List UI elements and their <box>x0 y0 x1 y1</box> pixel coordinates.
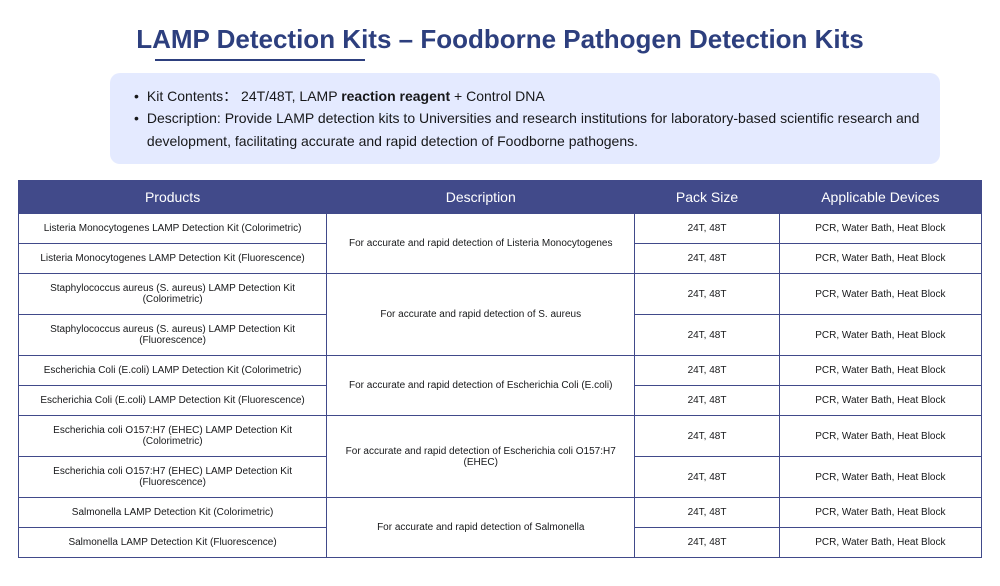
info-label: Kit Contents： <box>147 88 237 104</box>
cell-product: Escherichia coli O157:H7 (EHEC) LAMP Det… <box>19 416 327 457</box>
table-row: Staphylococcus aureus (S. aureus) LAMP D… <box>19 274 982 315</box>
table-header-row: Products Description Pack Size Applicabl… <box>19 181 982 214</box>
cell-pack-size: 24T, 48T <box>635 356 779 386</box>
cell-devices: PCR, Water Bath, Heat Block <box>779 315 981 356</box>
header-devices: Applicable Devices <box>779 181 981 214</box>
info-bold: reaction reagent <box>341 88 450 104</box>
cell-devices: PCR, Water Bath, Heat Block <box>779 356 981 386</box>
cell-pack-size: 24T, 48T <box>635 274 779 315</box>
table-row: Listeria Monocytogenes LAMP Detection Ki… <box>19 214 982 244</box>
info-label: Description: <box>147 110 221 126</box>
table-row: Escherichia Coli (E.coli) LAMP Detection… <box>19 356 982 386</box>
header-pack-size: Pack Size <box>635 181 779 214</box>
cell-product: Escherichia Coli (E.coli) LAMP Detection… <box>19 356 327 386</box>
products-table: Products Description Pack Size Applicabl… <box>18 180 982 558</box>
cell-pack-size: 24T, 48T <box>635 498 779 528</box>
cell-pack-size: 24T, 48T <box>635 528 779 558</box>
cell-devices: PCR, Water Bath, Heat Block <box>779 457 981 498</box>
cell-pack-size: 24T, 48T <box>635 386 779 416</box>
cell-pack-size: 24T, 48T <box>635 244 779 274</box>
info-line-1: • Kit Contents： 24T/48T, LAMP reaction r… <box>130 85 920 107</box>
cell-description: For accurate and rapid detection of Salm… <box>327 498 635 558</box>
table-row: Salmonella LAMP Detection Kit (Colorimet… <box>19 498 982 528</box>
info-text: + Control DNA <box>450 88 545 104</box>
cell-description: For accurate and rapid detection of S. a… <box>327 274 635 356</box>
cell-pack-size: 24T, 48T <box>635 457 779 498</box>
cell-product: Listeria Monocytogenes LAMP Detection Ki… <box>19 214 327 244</box>
cell-product: Salmonella LAMP Detection Kit (Fluoresce… <box>19 528 327 558</box>
cell-pack-size: 24T, 48T <box>635 315 779 356</box>
cell-product: Staphylococcus aureus (S. aureus) LAMP D… <box>19 274 327 315</box>
cell-pack-size: 24T, 48T <box>635 416 779 457</box>
cell-devices: PCR, Water Bath, Heat Block <box>779 498 981 528</box>
cell-devices: PCR, Water Bath, Heat Block <box>779 274 981 315</box>
info-text: Provide LAMP detection kits to Universit… <box>147 110 919 148</box>
info-text: 24T/48T, LAMP <box>237 88 341 104</box>
info-line-2: • Description: Provide LAMP detection ki… <box>130 107 920 152</box>
cell-devices: PCR, Water Bath, Heat Block <box>779 386 981 416</box>
cell-description: For accurate and rapid detection of List… <box>327 214 635 274</box>
cell-pack-size: 24T, 48T <box>635 214 779 244</box>
cell-devices: PCR, Water Bath, Heat Block <box>779 528 981 558</box>
info-box: • Kit Contents： 24T/48T, LAMP reaction r… <box>110 73 940 164</box>
cell-product: Staphylococcus aureus (S. aureus) LAMP D… <box>19 315 327 356</box>
header-description: Description <box>327 181 635 214</box>
cell-devices: PCR, Water Bath, Heat Block <box>779 416 981 457</box>
products-table-wrap: Products Description Pack Size Applicabl… <box>18 180 982 558</box>
page-title: LAMP Detection Kits – Foodborne Pathogen… <box>0 24 1000 55</box>
cell-devices: PCR, Water Bath, Heat Block <box>779 244 981 274</box>
header-products: Products <box>19 181 327 214</box>
bullet-icon: • <box>134 107 139 129</box>
cell-product: Escherichia Coli (E.coli) LAMP Detection… <box>19 386 327 416</box>
title-underline <box>155 59 365 61</box>
cell-product: Escherichia coli O157:H7 (EHEC) LAMP Det… <box>19 457 327 498</box>
cell-product: Salmonella LAMP Detection Kit (Colorimet… <box>19 498 327 528</box>
cell-product: Listeria Monocytogenes LAMP Detection Ki… <box>19 244 327 274</box>
cell-devices: PCR, Water Bath, Heat Block <box>779 214 981 244</box>
cell-description: For accurate and rapid detection of Esch… <box>327 416 635 498</box>
cell-description: For accurate and rapid detection of Esch… <box>327 356 635 416</box>
table-row: Escherichia coli O157:H7 (EHEC) LAMP Det… <box>19 416 982 457</box>
bullet-icon: • <box>134 85 139 107</box>
